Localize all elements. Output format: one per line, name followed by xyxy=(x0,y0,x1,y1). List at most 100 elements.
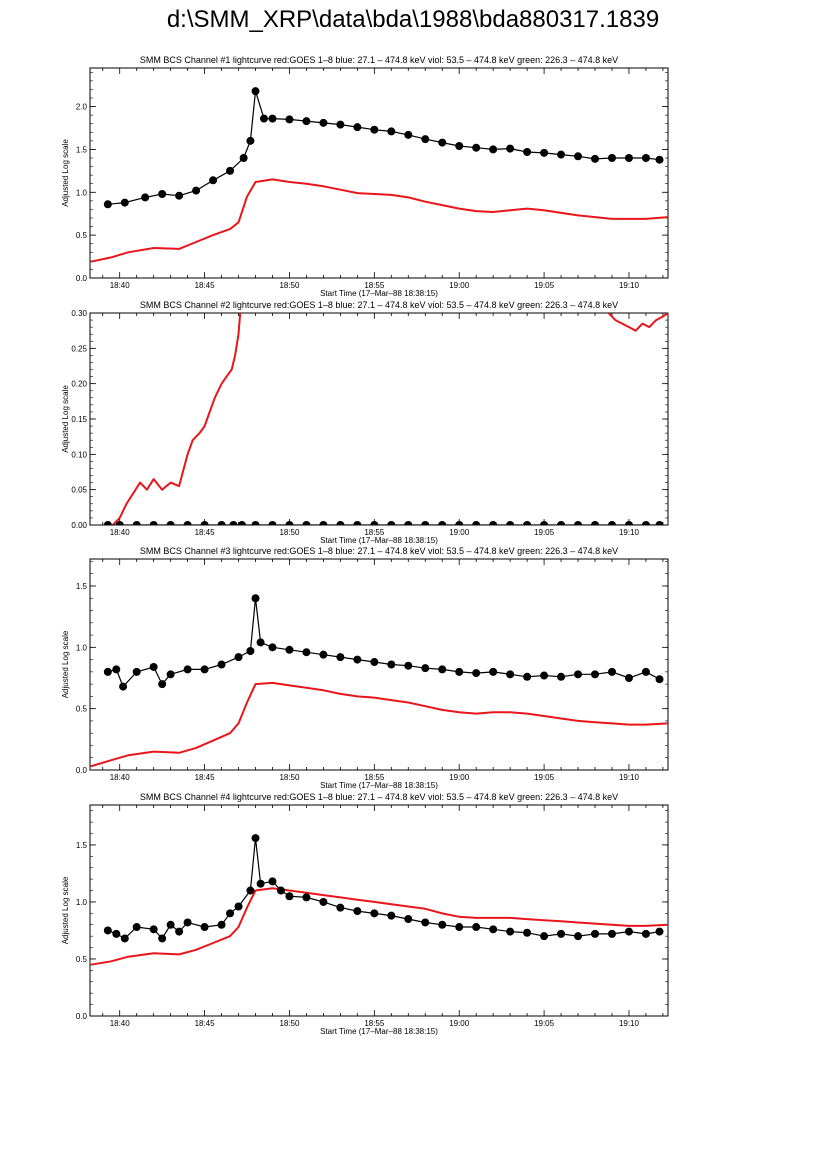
bcs-data-point xyxy=(246,647,255,656)
y-tick-label: 1.5 xyxy=(76,582,88,591)
bcs-data-point xyxy=(655,521,664,525)
bcs-data-point xyxy=(591,154,600,163)
bcs-data-point xyxy=(540,521,549,525)
bcs-data-point xyxy=(506,144,515,153)
bcs-data-point xyxy=(119,682,128,691)
y-tick-label: 0.0 xyxy=(76,1012,88,1021)
y-tick-label: 1.0 xyxy=(76,643,88,652)
bcs-data-point xyxy=(641,667,650,676)
bcs-data-point xyxy=(302,521,311,525)
bcs-data-point xyxy=(624,521,633,525)
bcs-data-point xyxy=(472,143,481,152)
chart-title: SMM BCS Channel #3 lightcurve red:GOES 1… xyxy=(140,546,618,556)
x-tick-label: 18:55 xyxy=(364,1019,385,1028)
bcs-data-point xyxy=(183,665,192,674)
bcs-data-point xyxy=(103,667,112,676)
bcs-data-point xyxy=(641,929,650,938)
bcs-data-point xyxy=(319,897,328,906)
bcs-data-point xyxy=(319,118,328,127)
y-tick-label: 0.05 xyxy=(71,486,87,495)
bcs-data-point xyxy=(655,927,664,936)
bcs-data-point xyxy=(217,660,226,669)
y-tick-label: 0.0 xyxy=(76,766,88,775)
bcs-data-point xyxy=(438,138,447,147)
bcs-data-point xyxy=(472,923,481,932)
bcs-data-point xyxy=(438,665,447,674)
bcs-data-point xyxy=(370,909,379,918)
x-tick-label: 18:40 xyxy=(110,1019,131,1028)
bcs-data-point xyxy=(607,929,616,938)
bcs-data-point xyxy=(251,87,260,96)
bcs-data-point xyxy=(455,521,464,525)
bcs-data-point xyxy=(404,661,413,670)
x-tick-label: 18:55 xyxy=(364,281,385,290)
bcs-data-point xyxy=(285,115,294,124)
bcs-data-point xyxy=(251,594,260,603)
y-axis-label: Adjusted Log scale xyxy=(61,630,70,698)
bcs-data-point xyxy=(251,834,260,843)
bcs-data-point xyxy=(209,176,218,185)
bcs-data-point xyxy=(115,521,124,525)
bcs-data-point xyxy=(523,148,532,156)
x-tick-label: 19:05 xyxy=(534,528,555,537)
bcs-data-point xyxy=(641,521,650,525)
bcs-data-point xyxy=(607,154,616,162)
bcs-data-point xyxy=(641,154,650,162)
bcs-data-point xyxy=(336,521,345,525)
bcs-data-point xyxy=(132,923,141,932)
chart-title: SMM BCS Channel #1 lightcurve red:GOES 1… xyxy=(140,55,618,65)
y-tick-label: 0.25 xyxy=(71,344,87,353)
x-tick-label: 18:50 xyxy=(279,1019,300,1028)
bcs-data-point xyxy=(387,521,396,525)
bcs-data-point xyxy=(404,521,413,525)
bcs-data-point xyxy=(540,932,549,941)
bcs-data-point xyxy=(370,125,379,134)
bcs-data-point xyxy=(607,667,616,676)
bcs-data-point xyxy=(540,671,549,680)
bcs-data-point xyxy=(336,653,345,662)
bcs-data-point xyxy=(192,186,201,195)
bcs-data-point xyxy=(353,907,362,916)
x-axis-label: Start Time (17–Mar–88 18:38:15) xyxy=(320,289,438,298)
goes-series-line xyxy=(90,681,668,768)
bcs-data-point xyxy=(158,680,167,689)
goes-series-line xyxy=(90,887,668,966)
bcs-data-point xyxy=(489,925,498,934)
bcs-data-point xyxy=(472,669,481,678)
bcs-data-point xyxy=(217,920,226,929)
x-axis-label: Start Time (17–Mar–88 18:38:15) xyxy=(320,1027,438,1036)
bcs-data-point xyxy=(158,934,167,943)
bcs-data-point xyxy=(166,670,175,679)
bcs-data-point xyxy=(183,918,192,927)
bcs-data-point xyxy=(268,521,277,525)
y-tick-label: 0.5 xyxy=(76,955,88,964)
bcs-data-point xyxy=(200,665,209,674)
x-tick-label: 19:00 xyxy=(449,281,470,290)
x-tick-label: 18:55 xyxy=(364,773,385,782)
bcs-data-point xyxy=(285,892,294,901)
chart-title: SMM BCS Channel #4 lightcurve red:GOES 1… xyxy=(140,792,618,802)
bcs-data-point xyxy=(624,673,633,682)
series-layer xyxy=(90,87,668,263)
y-tick-label: 1.5 xyxy=(76,145,88,154)
x-tick-label: 18:40 xyxy=(110,528,131,537)
chart-panel-3: SMM BCS Channel #3 lightcurve red:GOES 1… xyxy=(61,546,669,790)
y-axis-label: Adjusted Log scale xyxy=(61,876,70,944)
bcs-data-point xyxy=(506,521,515,525)
bcs-data-point xyxy=(336,903,345,912)
plot-frame xyxy=(89,804,669,1017)
bcs-data-point xyxy=(285,521,294,525)
x-tick-label: 19:10 xyxy=(619,528,640,537)
y-tick-label: 1.0 xyxy=(76,898,88,907)
bcs-data-point xyxy=(506,670,515,679)
bcs-data-point xyxy=(472,521,481,525)
bcs-data-point xyxy=(523,672,532,681)
bcs-data-point xyxy=(251,521,260,525)
bcs-data-point xyxy=(302,648,311,657)
y-tick-label: 0.0 xyxy=(76,274,88,283)
y-tick-label: 0.5 xyxy=(76,231,88,240)
y-tick-label: 0.15 xyxy=(71,415,87,424)
chart-panel-1: SMM BCS Channel #1 lightcurve red:GOES 1… xyxy=(61,55,669,298)
bcs-data-point xyxy=(175,191,184,200)
y-tick-label: 0.10 xyxy=(71,450,87,459)
